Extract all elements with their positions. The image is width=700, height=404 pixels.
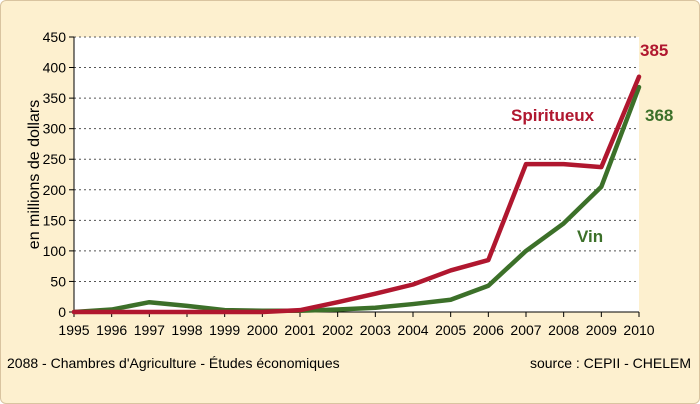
plot-area — [74, 37, 639, 312]
y-tick-label: 0 — [58, 304, 66, 320]
y-axis-title: en millions de dollars — [26, 100, 43, 249]
y-tick-label: 350 — [43, 90, 67, 106]
x-tick-label: 1999 — [209, 322, 240, 338]
x-tick-label: 2006 — [473, 322, 504, 338]
x-tick-label: 2002 — [322, 322, 353, 338]
y-tick-label: 450 — [43, 29, 67, 45]
y-tick-label: 250 — [43, 151, 67, 167]
y-tick-label: 50 — [50, 273, 66, 289]
x-tick-label: 2005 — [435, 322, 466, 338]
footer-source: source : CEPII - CHELEM — [529, 355, 691, 371]
x-tick-label: 2003 — [360, 322, 391, 338]
end-value-vin: 368 — [645, 106, 673, 125]
footer-credit: 2088 - Chambres d'Agriculture - Études é… — [7, 355, 340, 371]
series-line-vin — [71, 84, 642, 315]
x-tick-label: 2000 — [247, 322, 278, 338]
y-tick-label: 200 — [43, 182, 67, 198]
x-tick-label: 2004 — [397, 322, 428, 338]
x-tick-label: 2007 — [510, 322, 541, 338]
x-tick-label: 2008 — [548, 322, 579, 338]
series-label-spiritueux: Spiritueux — [511, 106, 595, 125]
y-tick-label: 150 — [43, 212, 67, 228]
x-tick-label: 2009 — [586, 322, 617, 338]
end-value-spiritueux: 385 — [640, 41, 668, 60]
x-tick-label: 1998 — [171, 322, 202, 338]
series-line-spiritueux — [71, 74, 642, 315]
x-tick-label: 2001 — [284, 322, 315, 338]
x-tick-label: 2010 — [623, 322, 654, 338]
x-tick-label: 1996 — [96, 322, 127, 338]
series-label-vin: Vin — [577, 227, 603, 246]
y-tick-label: 400 — [43, 60, 67, 76]
x-tick-label: 1995 — [58, 322, 89, 338]
x-tick-label: 1997 — [134, 322, 165, 338]
y-tick-label: 100 — [43, 243, 67, 259]
y-tick-label: 300 — [43, 121, 67, 137]
